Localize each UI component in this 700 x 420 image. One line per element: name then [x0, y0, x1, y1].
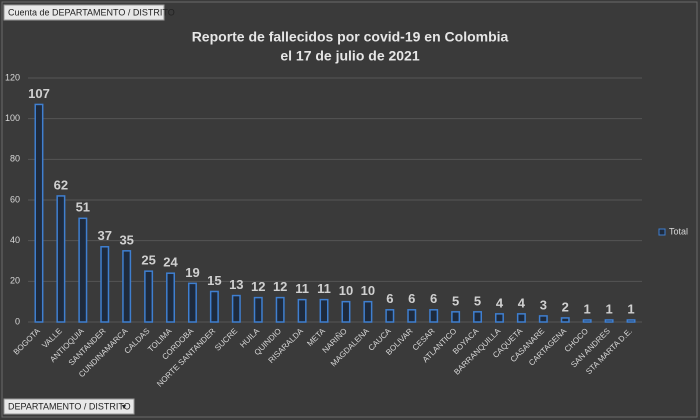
chart-subtitle: el 17 de julio de 2021 — [280, 48, 420, 64]
bar — [560, 317, 570, 323]
data-label: 10 — [339, 283, 353, 298]
bar — [34, 103, 44, 323]
axis-field-button[interactable]: DEPARTAMENTO / DISTRITO ▼ — [3, 398, 135, 415]
bar — [319, 298, 329, 323]
bar — [297, 298, 307, 323]
bar — [429, 309, 439, 323]
y-tick-label: 100 — [5, 113, 20, 123]
data-label: 107 — [28, 86, 50, 101]
data-label: 12 — [273, 279, 287, 294]
bar — [253, 296, 263, 323]
data-label: 5 — [474, 293, 481, 308]
bar — [407, 309, 417, 323]
bar — [187, 282, 197, 323]
data-label: 5 — [452, 293, 459, 308]
legend-label: Total — [669, 226, 688, 236]
bar — [538, 315, 548, 323]
bar — [516, 313, 526, 323]
y-tick-label: 0 — [15, 316, 20, 326]
bar — [341, 300, 351, 323]
y-tick-label: 60 — [10, 194, 20, 204]
data-label: 2 — [562, 299, 569, 314]
button-label[interactable]: Cuenta de DEPARTAMENTO / DISTRITO — [8, 7, 175, 17]
data-label: 25 — [141, 253, 155, 268]
dropdown-icon[interactable]: ▼ — [121, 404, 128, 411]
data-label: 13 — [229, 277, 243, 292]
data-label: 24 — [163, 255, 178, 270]
data-label: 6 — [430, 291, 437, 306]
data-label: 10 — [361, 283, 375, 298]
y-tick-label: 20 — [10, 276, 20, 286]
bar — [494, 313, 504, 323]
data-label: 12 — [251, 279, 265, 294]
data-label: 4 — [518, 295, 526, 310]
data-label: 11 — [295, 281, 309, 296]
data-label: 19 — [185, 265, 199, 280]
legend-swatch — [658, 228, 666, 236]
bar — [626, 319, 636, 323]
bar — [231, 294, 241, 323]
y-tick-label: 40 — [10, 235, 20, 245]
data-label: 3 — [540, 297, 547, 312]
bar — [122, 250, 132, 323]
y-tick-label: 80 — [10, 154, 20, 164]
bar — [144, 270, 154, 323]
data-label: 1 — [584, 301, 591, 316]
bar — [56, 195, 66, 323]
data-label: 11 — [317, 281, 331, 296]
data-label: 6 — [408, 291, 415, 306]
value-field-button[interactable]: Cuenta de DEPARTAMENTO / DISTRITO — [3, 4, 175, 21]
data-label: 51 — [76, 200, 90, 215]
bar — [582, 319, 592, 323]
bar — [363, 300, 373, 323]
bar — [385, 309, 395, 323]
y-tick-label: 120 — [5, 72, 20, 82]
chart-title: Reporte de fallecidos por covid-19 en Co… — [192, 29, 509, 45]
data-label: 6 — [386, 291, 393, 306]
bar — [78, 217, 88, 323]
data-label: 4 — [496, 295, 504, 310]
data-label: 1 — [627, 301, 634, 316]
bar — [473, 311, 483, 323]
button-label[interactable]: DEPARTAMENTO / DISTRITO — [8, 401, 131, 411]
button-box[interactable] — [3, 4, 165, 21]
bar — [209, 290, 219, 323]
data-label: 37 — [98, 228, 112, 243]
bar — [275, 296, 285, 323]
bar — [451, 311, 461, 323]
data-label: 15 — [207, 273, 221, 288]
bar — [604, 319, 614, 323]
data-label: 1 — [605, 301, 612, 316]
bar — [100, 246, 110, 323]
data-label: 35 — [119, 232, 133, 247]
button-box[interactable] — [3, 398, 135, 415]
bar — [166, 272, 176, 323]
data-label: 62 — [54, 177, 68, 192]
